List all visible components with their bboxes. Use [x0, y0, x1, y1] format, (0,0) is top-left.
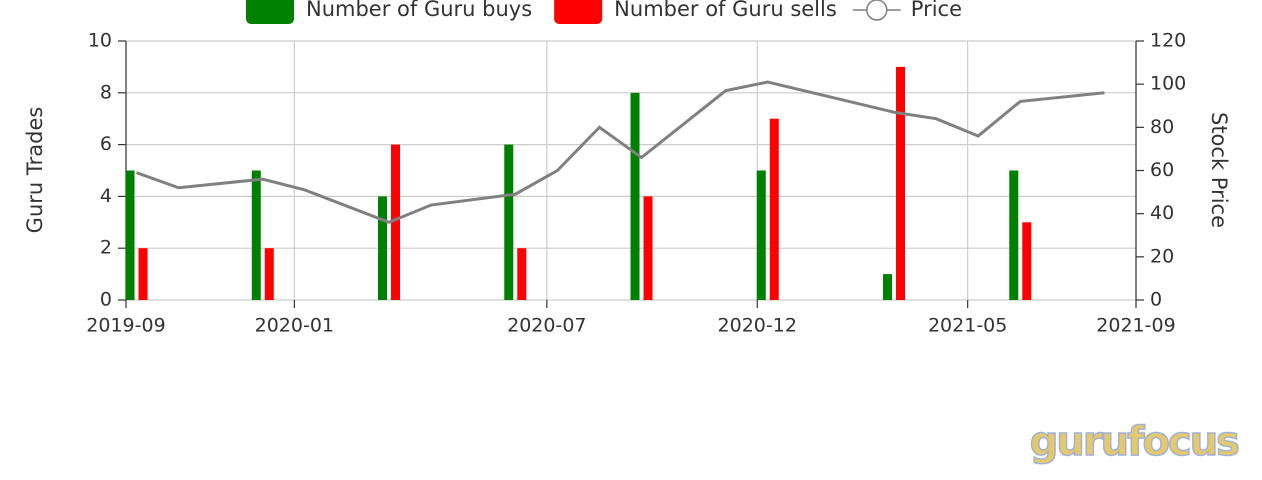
price-line — [136, 80, 1105, 224]
legend-label: Number of Guru sells — [614, 0, 837, 21]
y2-tick-label: 100 — [1150, 73, 1186, 95]
y-tick-label: 4 — [100, 185, 112, 207]
x-tick-label: 2020-01 — [255, 315, 334, 337]
bar — [769, 118, 779, 300]
y-tick-label: 10 — [88, 30, 112, 52]
bar — [378, 196, 388, 300]
legend-swatch — [554, 0, 603, 24]
bar — [896, 66, 906, 301]
x-tick-label: 2021-05 — [928, 315, 1007, 337]
bar — [391, 144, 401, 300]
bar — [643, 196, 653, 300]
legend-label: Number of Guru buys — [306, 0, 532, 21]
y-tick-label: 8 — [100, 81, 112, 103]
x-tick-label: 2021-09 — [1096, 315, 1175, 337]
x-tick-label: 2019-09 — [86, 315, 165, 337]
bar — [630, 92, 640, 300]
bar — [138, 248, 148, 300]
x-tick-label: 2020-12 — [718, 315, 797, 337]
y2-tick-label: 40 — [1150, 202, 1174, 224]
y-tick-label: 2 — [100, 237, 112, 259]
bar — [1009, 170, 1019, 300]
legend-swatch — [866, 0, 888, 21]
y2-tick-label: 80 — [1150, 116, 1174, 138]
bar — [264, 248, 274, 300]
legend-label: Price — [911, 0, 962, 21]
y-axis-title: Guru Trades — [23, 107, 47, 234]
bar — [517, 248, 527, 300]
x-tick-label: 2020-07 — [507, 315, 586, 337]
y-tick-label: 6 — [100, 133, 112, 155]
bar — [504, 144, 514, 300]
bar — [251, 170, 261, 300]
y2-axis-title: Stock Price — [1207, 112, 1231, 228]
y-tick-label: 0 — [100, 289, 112, 311]
bar — [883, 274, 893, 300]
legend-swatch — [246, 0, 294, 24]
watermark: gurufocus — [1030, 419, 1238, 465]
y2-tick-label: 60 — [1150, 159, 1174, 181]
y2-tick-label: 120 — [1150, 30, 1186, 52]
y2-tick-label: 0 — [1150, 289, 1162, 311]
bar — [125, 170, 135, 300]
y2-tick-label: 20 — [1150, 245, 1174, 267]
bar — [1022, 222, 1032, 300]
bar — [756, 170, 766, 300]
